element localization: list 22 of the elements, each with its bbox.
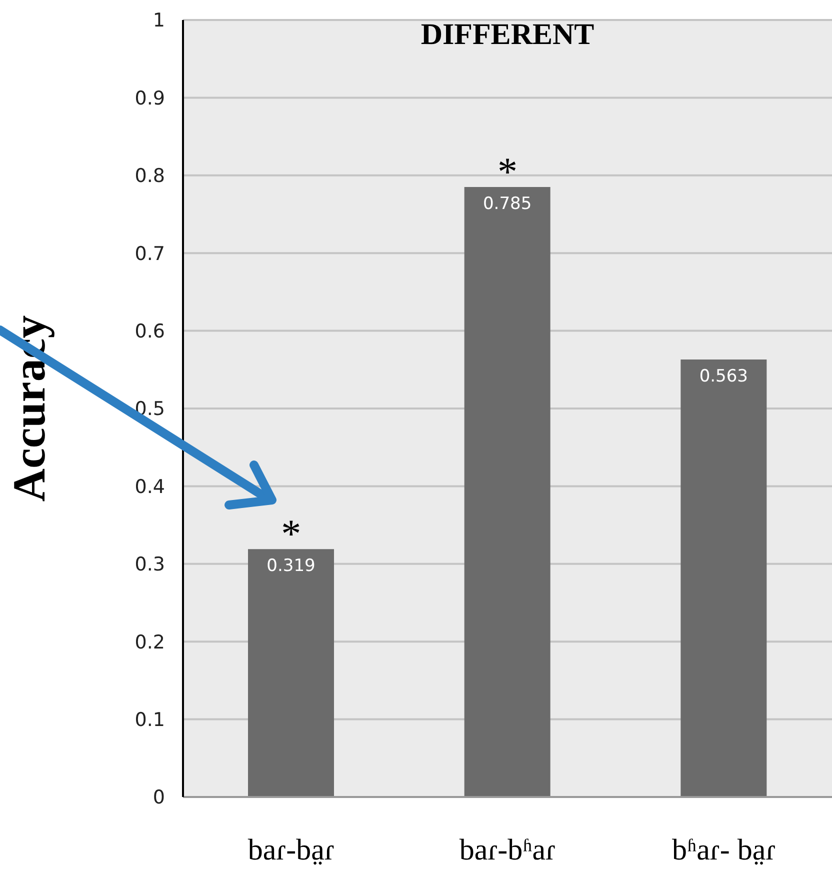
- y-tick-label: 0.2: [134, 631, 165, 654]
- bar: [248, 549, 334, 797]
- annotation: *: [281, 511, 302, 556]
- y-tick-label: 1: [152, 10, 165, 32]
- bar: [680, 360, 767, 797]
- x-tick-label: baɾ-bʱaɾ: [459, 833, 556, 866]
- data-label: 0.785: [482, 194, 532, 214]
- chart-title: DIFFERENT: [420, 18, 596, 52]
- x-tick-label: baɾ-ba̤ɾ: [248, 833, 334, 866]
- x-tick-label: bʱaɾ- ba̤ɾ: [672, 833, 776, 866]
- y-tick-label: 0.1: [134, 709, 165, 732]
- y-tick-label: 0.9: [134, 87, 165, 110]
- y-tick-label: 0.6: [134, 320, 165, 343]
- y-tick-label: 0: [152, 786, 165, 809]
- y-tick-label: 0.7: [134, 242, 165, 265]
- y-tick-label: 0.4: [134, 476, 165, 498]
- bar: [464, 187, 550, 797]
- y-tick-label: 0.8: [134, 165, 165, 188]
- annotation: *: [498, 149, 518, 194]
- data-label: 0.563: [699, 366, 748, 387]
- data-label: 0.319: [266, 556, 316, 576]
- y-tick-label: 0.3: [134, 554, 165, 576]
